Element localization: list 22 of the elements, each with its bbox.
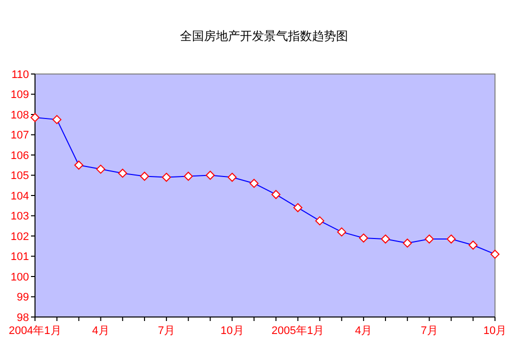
y-tick-label: 107 <box>10 130 29 142</box>
y-tick-label: 110 <box>11 68 29 81</box>
x-tick-label: 7月 <box>420 325 438 337</box>
y-tick-label: 104 <box>10 190 29 202</box>
y-tick-label: 100 <box>10 271 29 284</box>
x-tick-label: 4月 <box>355 325 372 337</box>
x-tick-label: 10月 <box>483 325 507 337</box>
x-tick-label: 2004年1月 <box>8 325 62 337</box>
y-tick-label: 99 <box>16 292 29 304</box>
x-tick-label: 7月 <box>158 325 175 337</box>
y-tick-label: 102 <box>10 230 29 243</box>
y-tick-label: 109 <box>10 89 29 102</box>
y-tick-label: 106 <box>10 150 29 162</box>
y-tick-label: 103 <box>10 210 29 223</box>
y-tick-label: 98 <box>16 312 29 324</box>
x-tick-label: 2005年1月 <box>272 325 324 337</box>
chart-title: 全国房地产开发景气指数趋势图 <box>180 29 348 43</box>
y-tick-label: 101 <box>10 251 29 264</box>
x-tick-label: 10月 <box>220 325 244 337</box>
y-tick-label: 108 <box>10 109 29 122</box>
x-tick-label: 4月 <box>92 325 110 337</box>
y-tick-label: 105 <box>10 170 29 182</box>
